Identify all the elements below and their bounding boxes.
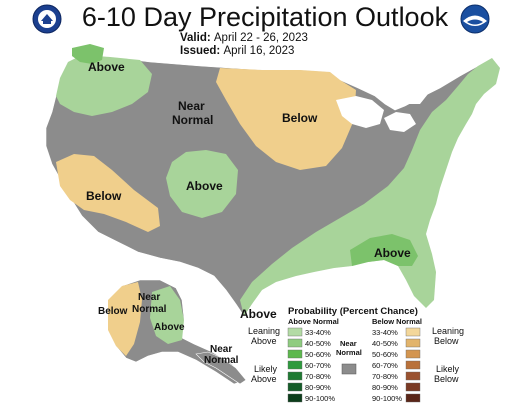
label-above-southeast: Above [374, 246, 411, 260]
legend-below-swatch [405, 360, 421, 370]
label-below-midwest: Below [282, 111, 318, 125]
legend-above-bin-label: 90-100% [305, 394, 335, 403]
noaa-logo-icon [460, 4, 490, 34]
issued-label: Issued: [180, 45, 221, 57]
legend-above-swatch [287, 371, 303, 381]
above-region-alaska-southeast [150, 286, 184, 344]
legend-below-swatch [405, 327, 421, 337]
above-region-pacific-northwest [56, 55, 152, 116]
label-above-rockies: Above [186, 179, 223, 193]
legend-bins: 33-40% 33-40% 40-50% 40-50% 50-60% 50-60% 60-7… [287, 327, 421, 403]
legend-likely-above-line1: Likely [254, 364, 278, 374]
legend-above-bin-label: 40-50% [305, 339, 331, 348]
legend-below-swatch [405, 382, 421, 392]
above-region-pacific-northwest-core [72, 44, 104, 64]
label-above-pnw: Above [88, 60, 125, 74]
legend-leaning-below-line2: Below [434, 336, 459, 346]
legend-likely-above-line2: Above [251, 374, 277, 384]
above-region-rockies [166, 150, 238, 218]
legend-below-bin-label: 33-40% [372, 328, 398, 337]
legend-above-swatch [287, 360, 303, 370]
legend-title: Probability (Percent Chance) [288, 306, 418, 317]
label-near-normal-aleutians-line1: Near [210, 344, 232, 355]
issued-date: April 16, 2023 [223, 45, 295, 57]
legend-below-bin-label: 70-80% [372, 372, 398, 381]
page-title: 6-10 Day Precipitation Outlook [81, 2, 449, 32]
legend-above-bin-label: 80-90% [305, 383, 331, 392]
label-below-california: Below [86, 189, 122, 203]
legend-below-swatch [405, 338, 421, 348]
below-region-alaska-west [108, 282, 142, 356]
legend-below-bin-label: 50-60% [372, 350, 398, 359]
legend-leaning-above-line2: Above [251, 336, 277, 346]
below-region-midwest [216, 68, 356, 170]
legend-above-bin-label: 70-80% [305, 372, 331, 381]
legend-above-swatch [287, 382, 303, 392]
above-region-southeast-core [350, 234, 418, 266]
legend-near-header-line2: Normal [336, 348, 362, 357]
label-above-alaska-southeast: Above [154, 322, 185, 333]
legend: Probability (Percent Chance) Above Norma… [248, 306, 464, 403]
legend-above-swatch [287, 349, 303, 359]
legend-leaning-below-line1: Leaning [432, 326, 464, 336]
label-above-texas: Above [240, 307, 277, 321]
legend-near-normal-swatch [341, 363, 357, 375]
above-region-east [240, 58, 500, 316]
legend-above-swatch [287, 393, 303, 403]
legend-below-swatch [405, 349, 421, 359]
label-near-normal-aleutians-line2: Normal [204, 355, 239, 366]
legend-above-bin-label: 50-60% [305, 350, 331, 359]
label-near-normal-west-line1: Near [178, 99, 205, 113]
legend-above-swatch [287, 327, 303, 337]
valid-date: April 22 - 26, 2023 [213, 32, 308, 44]
legend-near-header-line1: Near [340, 339, 357, 348]
label-near-normal-alaska-line1: Near [138, 292, 160, 303]
issued-line: Issued: April 16, 2023 [180, 45, 294, 57]
legend-below-bin-label: 60-70% [372, 361, 398, 370]
legend-below-swatch [405, 393, 421, 403]
below-region-california [56, 154, 160, 232]
label-below-alaska-west: Below [98, 306, 128, 317]
legend-below-bin-label: 90-100% [372, 394, 402, 403]
legend-above-bin-label: 33-40% [305, 328, 331, 337]
aleutian-islands [195, 351, 247, 385]
legend-above-header: Above Normal [288, 317, 339, 326]
valid-line: Valid: April 22 - 26, 2023 [180, 32, 308, 44]
doc-seal-icon [32, 4, 62, 34]
legend-above-swatch [287, 338, 303, 348]
legend-leaning-above-line1: Leaning [248, 326, 280, 336]
legend-likely-below-line1: Likely [436, 364, 460, 374]
great-lakes [336, 90, 428, 132]
legend-below-bin-label: 80-90% [372, 383, 398, 392]
label-near-normal-alaska-line2: Normal [132, 304, 167, 315]
legend-likely-below-line2: Below [434, 374, 459, 384]
legend-below-bin-label: 40-50% [372, 339, 398, 348]
label-near-normal-west-line2: Normal [172, 113, 213, 127]
valid-label: Valid: [180, 32, 211, 44]
legend-below-header: Below Normal [372, 317, 422, 326]
legend-below-swatch [405, 371, 421, 381]
legend-above-bin-label: 60-70% [305, 361, 331, 370]
